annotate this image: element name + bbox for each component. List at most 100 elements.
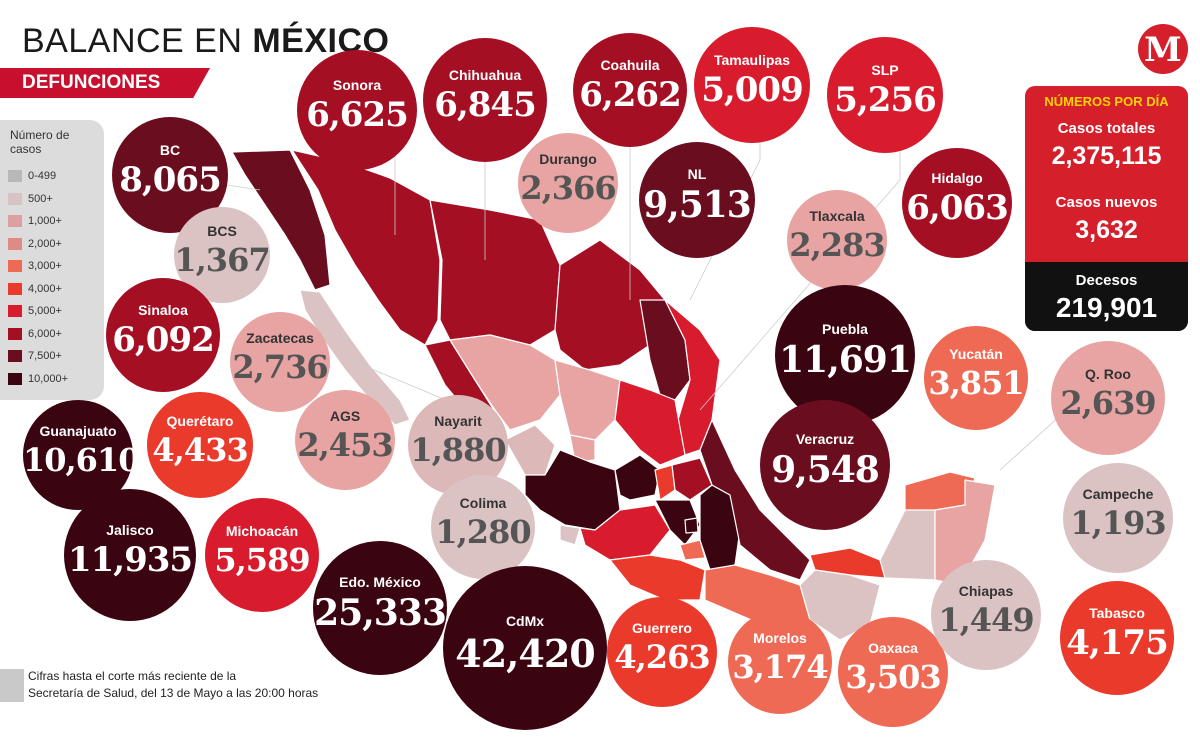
state-value: 6,625 bbox=[306, 95, 408, 135]
state-bubble: Chihuahua 6,845 bbox=[423, 38, 547, 162]
state-name: Veracruz bbox=[795, 431, 855, 448]
state-bubble: Colima 1,280 bbox=[431, 475, 535, 579]
legend-item: 500+ bbox=[8, 191, 53, 207]
state-name: BCS bbox=[207, 223, 237, 240]
state-bubble: Guerrero 4,263 bbox=[607, 597, 717, 707]
state-bubble: Durango 2,366 bbox=[518, 133, 618, 233]
state-bubble: SLP 5,256 bbox=[827, 37, 943, 153]
legend-label: 4,000+ bbox=[28, 282, 62, 295]
state-value: 4,175 bbox=[1066, 623, 1168, 663]
legend-item: 1,000+ bbox=[8, 213, 62, 229]
state-name: Michoacán bbox=[225, 523, 299, 540]
legend-item: 7,500+ bbox=[8, 348, 62, 364]
state-name: Edo. México bbox=[339, 574, 421, 591]
stats-header: NÚMEROS POR DÍA bbox=[1044, 94, 1169, 109]
legend-title: Número de casos bbox=[10, 128, 70, 156]
legend-swatch bbox=[8, 305, 22, 318]
state-bubble: Q. Roo 2,639 bbox=[1051, 341, 1165, 455]
map-edomex bbox=[654, 499, 701, 546]
state-bubble: Nayarit 1,880 bbox=[408, 395, 508, 495]
new-cases-label: Casos nuevos bbox=[1055, 194, 1158, 211]
state-name: Tamaulipas bbox=[714, 52, 790, 69]
state-bubble: Puebla 11,691 bbox=[775, 285, 915, 425]
state-value: 4,433 bbox=[152, 431, 248, 469]
state-bubble: Tamaulipas 5,009 bbox=[694, 27, 810, 143]
map-tamaulipas bbox=[664, 299, 721, 456]
deaths-label: Decesos bbox=[1075, 272, 1138, 289]
legend-swatch bbox=[8, 260, 22, 273]
legend-label: 1,000+ bbox=[28, 215, 62, 227]
state-name: AGS bbox=[329, 408, 361, 425]
state-name: Sinaloa bbox=[138, 302, 188, 319]
state-name: Campeche bbox=[1082, 486, 1154, 503]
state-value: 3,503 bbox=[845, 658, 941, 696]
map-guanajuato bbox=[614, 454, 661, 501]
legend-swatch bbox=[8, 192, 22, 205]
total-cases-value: 2,375,115 bbox=[1051, 142, 1162, 170]
state-name: BC bbox=[159, 142, 181, 159]
legend-label: 0-499 bbox=[28, 170, 57, 182]
map-guerrero bbox=[609, 554, 706, 601]
state-bubble: Coahuila 6,262 bbox=[573, 33, 687, 147]
map-durango bbox=[449, 334, 561, 431]
state-bubble: Tlaxcala 2,283 bbox=[787, 190, 887, 290]
state-value: 1,193 bbox=[1070, 504, 1166, 542]
legend-swatch bbox=[8, 282, 22, 295]
deaths-block: Decesos 219,901 bbox=[1025, 262, 1188, 331]
state-name: Puebla bbox=[822, 321, 868, 338]
legend-swatch bbox=[8, 372, 22, 385]
footnote-marker bbox=[0, 669, 24, 702]
state-name: Sonora bbox=[332, 77, 382, 94]
state-value: 8,065 bbox=[119, 160, 221, 200]
legend-swatch bbox=[8, 170, 22, 183]
state-name: Jalisco bbox=[106, 522, 154, 539]
state-name: Q. Roo bbox=[1085, 366, 1131, 383]
legend-label: 5,000+ bbox=[28, 305, 62, 317]
legend-swatch bbox=[8, 350, 22, 363]
legend-label: 500+ bbox=[28, 192, 53, 205]
legend-item: 2,000+ bbox=[8, 236, 62, 252]
state-name: Hidalgo bbox=[931, 170, 983, 187]
legend-item: 4,000+ bbox=[8, 281, 62, 297]
state-value: 2,736 bbox=[232, 348, 328, 386]
state-name: SLP bbox=[871, 62, 899, 79]
legend-label: 7,500+ bbox=[28, 350, 62, 362]
state-name: Nayarit bbox=[434, 413, 482, 430]
state-bubble: Veracruz 9,548 bbox=[760, 400, 890, 530]
state-bubble: NL 9,513 bbox=[639, 142, 755, 258]
map-hidalgo bbox=[671, 457, 713, 501]
state-name: Guerrero bbox=[632, 620, 692, 637]
map-cdmx bbox=[684, 517, 699, 534]
state-value: 5,009 bbox=[701, 70, 803, 110]
state-bubble: Sinaloa 6,092 bbox=[106, 278, 220, 392]
state-value: 2,639 bbox=[1060, 384, 1156, 422]
legend-item: 3,000+ bbox=[8, 258, 62, 274]
legend-item: 0-499 bbox=[8, 168, 56, 184]
state-bubble: Chiapas 1,449 bbox=[931, 560, 1041, 670]
milenio-logo: M bbox=[1138, 24, 1188, 74]
map-nayarit bbox=[504, 424, 556, 476]
state-bubble: Oaxaca 3,503 bbox=[838, 617, 948, 727]
legend-label: 2,000+ bbox=[28, 237, 62, 250]
state-name: Tlaxcala bbox=[809, 208, 865, 225]
legend-swatch bbox=[8, 215, 22, 228]
legend-item: 6,000+ bbox=[8, 326, 62, 342]
map-veracruz bbox=[699, 419, 811, 581]
state-value: 11,691 bbox=[779, 339, 912, 381]
state-name: NL bbox=[687, 166, 707, 183]
state-value: 6,092 bbox=[112, 320, 214, 360]
state-name: Zacatecas bbox=[246, 330, 314, 347]
state-bubble: Zacatecas 2,736 bbox=[230, 312, 330, 412]
state-name: Coahuila bbox=[600, 57, 660, 74]
state-name: Tabasco bbox=[1089, 605, 1145, 622]
state-bubble: Edo. México 25,333 bbox=[313, 541, 447, 675]
state-name: CdMx bbox=[505, 613, 545, 630]
state-name: Chihuahua bbox=[448, 67, 522, 84]
footnote: Cifras hasta el corte más reciente de la… bbox=[28, 668, 328, 702]
state-bubble: AGS 2,453 bbox=[295, 390, 395, 490]
state-value: 5,589 bbox=[214, 541, 310, 579]
state-value: 3,174 bbox=[732, 648, 828, 686]
deaths-value: 219,901 bbox=[1055, 292, 1158, 323]
legend-label: 3,000+ bbox=[28, 260, 62, 272]
state-value: 9,548 bbox=[771, 449, 880, 491]
